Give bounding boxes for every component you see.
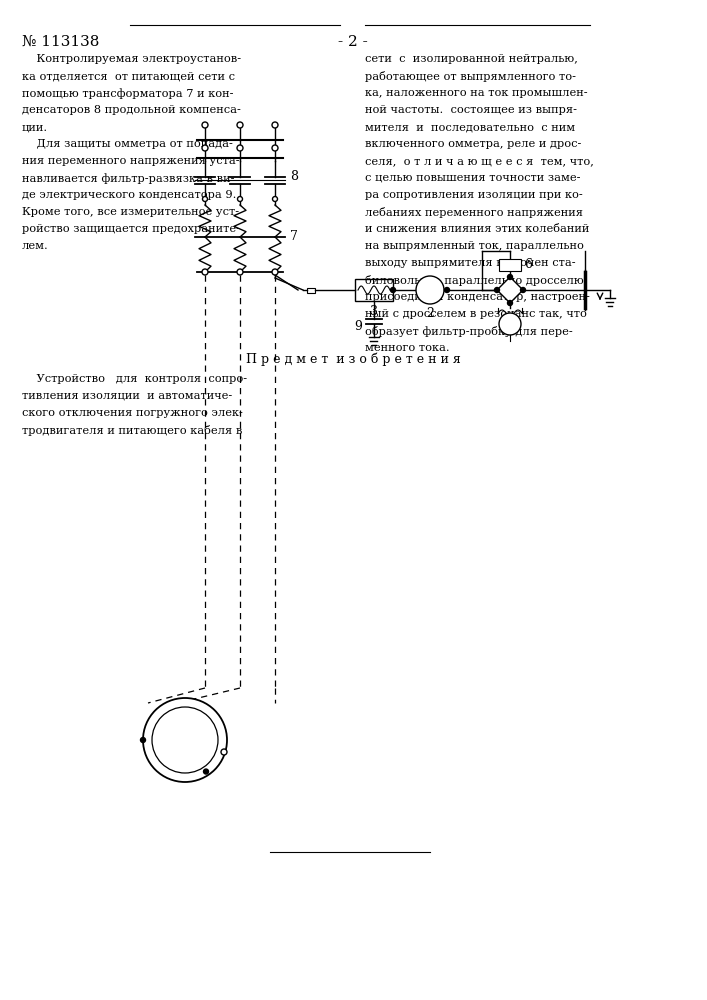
Text: образует фильтр-пробку для пере-: образует фильтр-пробку для пере-	[365, 326, 573, 337]
Circle shape	[272, 145, 278, 151]
Text: Для защиты омметра от попада-: Для защиты омметра от попада-	[22, 139, 233, 149]
Circle shape	[272, 269, 278, 275]
Circle shape	[508, 274, 513, 279]
Polygon shape	[497, 277, 523, 303]
Circle shape	[416, 276, 444, 304]
Circle shape	[237, 269, 243, 275]
Text: 7: 7	[290, 231, 298, 243]
Bar	[499, 259, 521, 271]
Text: ной частоты.  состоящее из выпря-: ной частоты. состоящее из выпря-	[365, 105, 577, 115]
Text: выходу выпрямителя включен ста-: выходу выпрямителя включен ста-	[365, 258, 575, 268]
Text: ции.: ции.	[22, 122, 48, 132]
Text: 9: 9	[354, 320, 362, 332]
Circle shape	[272, 196, 278, 202]
Text: ния переменного напряжения уста-: ния переменного напряжения уста-	[22, 156, 240, 166]
Circle shape	[141, 738, 146, 742]
Text: работающее от выпрямленного то-: работающее от выпрямленного то-	[365, 71, 576, 82]
Text: № 113138: № 113138	[22, 35, 100, 49]
Text: П р е д м е т  и з о б р е т е н и я: П р е д м е т и з о б р е т е н и я	[245, 352, 460, 365]
Text: сети  с  изолированной нейтралью,: сети с изолированной нейтралью,	[365, 54, 578, 64]
Text: 4: 4	[506, 319, 513, 329]
Circle shape	[202, 269, 208, 275]
Circle shape	[202, 196, 207, 202]
Text: включенного омметра, реле и дрос-: включенного омметра, реле и дрос-	[365, 139, 581, 149]
Text: 5: 5	[180, 732, 190, 748]
Text: мителя  и  последовательно  с ним: мителя и последовательно с ним	[365, 122, 575, 132]
Circle shape	[520, 288, 525, 292]
Text: тродвигателя и питающего кабеля в: тродвигателя и питающего кабеля в	[22, 425, 243, 436]
Text: 8: 8	[290, 170, 298, 184]
Text: тивления изоляции  и автоматиче-: тивления изоляции и автоматиче-	[22, 391, 233, 401]
Circle shape	[202, 122, 208, 128]
Text: навливается фильтр-развязка в ви-: навливается фильтр-развязка в ви-	[22, 173, 235, 184]
Text: 6: 6	[524, 258, 532, 271]
Text: и снижения влияния этих колебаний: и снижения влияния этих колебаний	[365, 224, 590, 234]
Circle shape	[237, 122, 243, 128]
Text: присоединен конденсатор, настроен-: присоединен конденсатор, настроен-	[365, 292, 590, 302]
Text: денсаторов 8 продольной компенса-: денсаторов 8 продольной компенса-	[22, 105, 241, 115]
Circle shape	[237, 145, 243, 151]
Circle shape	[508, 300, 513, 306]
Text: Кроме того, все измерительное уст-: Кроме того, все измерительное уст-	[22, 207, 239, 217]
Text: ра сопротивления изоляции при ко-: ра сопротивления изоляции при ко-	[365, 190, 583, 200]
Text: 1: 1	[506, 282, 514, 294]
Circle shape	[202, 145, 208, 151]
Text: Устройство   для  контроля  сопро-: Устройство для контроля сопро-	[22, 374, 247, 384]
Circle shape	[143, 698, 227, 782]
Text: ный с дросселем в резонанс так, что: ный с дросселем в резонанс так, что	[365, 309, 587, 319]
Text: ка, наложенного на ток промышлен-: ка, наложенного на ток промышлен-	[365, 88, 588, 98]
Text: биловольт, а параллельно дросселю: биловольт, а параллельно дросселю	[365, 275, 584, 286]
Circle shape	[390, 288, 395, 292]
Text: ка отделяется  от питающей сети с: ка отделяется от питающей сети с	[22, 71, 235, 81]
Bar	[307, 288, 315, 292]
Bar	[355, 279, 393, 301]
Circle shape	[445, 288, 450, 292]
Circle shape	[238, 196, 243, 202]
Text: 2: 2	[426, 307, 434, 320]
Text: лем.: лем.	[22, 241, 49, 251]
Text: селя,  о т л и ч а ю щ е е с я  тем, что,: селя, о т л и ч а ю щ е е с я тем, что,	[365, 156, 594, 166]
Text: - 2 -: - 2 -	[338, 35, 368, 49]
Text: 3: 3	[370, 305, 378, 318]
Text: с целью повышения точности заме-: с целью повышения точности заме-	[365, 173, 580, 183]
Text: ройство защищается предохраните-: ройство защищается предохраните-	[22, 224, 240, 234]
Circle shape	[494, 288, 500, 292]
Text: де электрического конденсатора 9.: де электрического конденсатора 9.	[22, 190, 236, 200]
Text: Контролируемая электроустанов-: Контролируемая электроустанов-	[22, 54, 241, 64]
Text: лебаниях переменного напряжения: лебаниях переменного напряжения	[365, 207, 583, 218]
Text: менного тока.: менного тока.	[365, 343, 450, 353]
Circle shape	[204, 769, 209, 774]
Circle shape	[221, 749, 227, 755]
Text: на выпрямленный ток, параллельно: на выпрямленный ток, параллельно	[365, 241, 584, 251]
Circle shape	[499, 313, 521, 335]
Circle shape	[272, 122, 278, 128]
Text: ского отключения погружного элек-: ского отключения погружного элек-	[22, 408, 243, 418]
Text: помощью трансформатора 7 и кон-: помощью трансформатора 7 и кон-	[22, 88, 233, 99]
